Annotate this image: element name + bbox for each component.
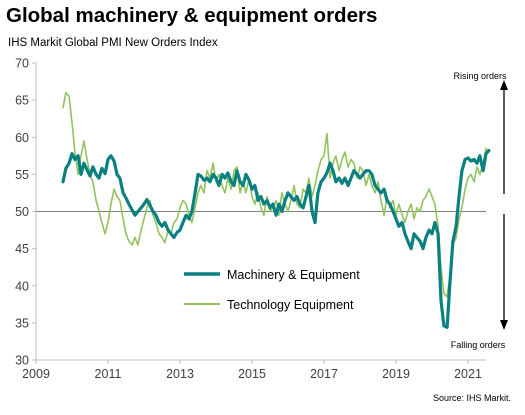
source-note: Source: IHS Markit. [432, 393, 511, 403]
y-tick-label: 55 [15, 168, 29, 182]
series-line-technology-equipment [62, 91, 490, 298]
y-tick-label: 40 [15, 279, 29, 293]
series-line-machinery-equipment [61, 149, 491, 329]
chart-subtitle: IHS Markit Global PMI New Orders Index [8, 37, 218, 49]
y-tick-label: 50 [15, 205, 29, 219]
x-tick-label: 2009 [22, 367, 50, 381]
legend: Machinery & Equipment Technology Equipme… [184, 268, 360, 312]
falling-orders-label: Falling orders [451, 340, 506, 350]
rising-arrow [500, 80, 508, 194]
x-tick-label: 2013 [166, 367, 194, 381]
falling-arrow [500, 214, 508, 330]
y-tick-label: 65 [15, 94, 29, 108]
y-tick-label: 70 [15, 57, 29, 71]
legend-label-technology: Technology Equipment [227, 298, 354, 312]
series-lines [61, 91, 491, 329]
chart-title: Global machinery & equipment orders [6, 4, 378, 27]
x-tick-label: 2011 [95, 367, 122, 381]
y-tick-label: 45 [15, 242, 29, 256]
x-tick-label: 2021 [454, 367, 482, 381]
x-tick-label: 2017 [310, 367, 338, 381]
y-tick-label: 60 [15, 131, 29, 145]
x-tick-labels: 2009 2011 2013 2015 2017 2019 2021 [22, 360, 482, 381]
y-tick-label: 35 [15, 316, 29, 330]
y-tick-labels: 30 35 40 45 50 55 60 65 70 [15, 57, 36, 368]
y-tick-label: 30 [15, 354, 29, 368]
x-tick-label: 2015 [238, 367, 266, 381]
legend-label-machinery: Machinery & Equipment [227, 268, 360, 282]
x-tick-label: 2019 [382, 367, 410, 381]
rising-orders-label: Rising orders [453, 71, 507, 81]
